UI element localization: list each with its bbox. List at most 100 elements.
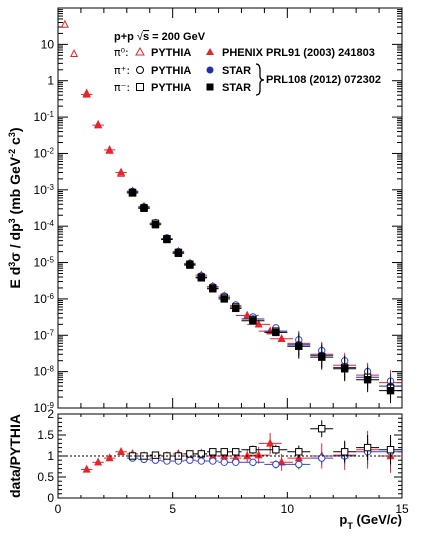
ratio-data-point [220, 458, 228, 466]
ratio-data-point [151, 451, 160, 459]
top-y-tick-label: 10-9 [34, 401, 55, 416]
ratio-data-point [249, 446, 257, 454]
legend-pythia-pi0: PYTHIA [151, 47, 191, 59]
ratio-data-point [272, 460, 280, 469]
top-data-point [151, 220, 160, 229]
ratio-data-point [209, 448, 217, 456]
legend-marker-star-piminus [206, 83, 214, 91]
ratio-data-point [340, 448, 349, 456]
ratio-y-tick-label: 2 [47, 407, 54, 421]
legend-marker-pythia-piminus [136, 83, 144, 91]
ratio-data-point [82, 464, 91, 473]
legend-marker-pythia-piplus [136, 66, 144, 74]
top-data-point [386, 386, 395, 395]
top-y-tick-label: 10-7 [34, 328, 55, 343]
legend-marker-star-piplus [206, 66, 214, 74]
ratio-data-point [209, 457, 217, 465]
top-y-axis-label: E d3σ / dp3 (mb GeV-2 c3) [7, 127, 23, 288]
legend-pythia-piminus: PYTHIA [151, 82, 191, 94]
legend-marker-phenix [206, 48, 214, 55]
ratio-data-point [232, 458, 240, 466]
ratio-data-point [197, 457, 206, 465]
top-data-point [249, 317, 257, 325]
ratio-data-point [249, 458, 257, 466]
ratio-data-point [186, 456, 194, 464]
ratio-data-point [266, 438, 275, 447]
ratio-y-axis-label: data/PYTHIA [7, 414, 23, 498]
top-data-point [197, 274, 206, 282]
top-data-point [117, 167, 126, 176]
ratio-y-tick-label: 1 [47, 449, 54, 463]
ratio-data-point [220, 448, 228, 456]
ratio-data-point [295, 448, 303, 456]
ratio-data-point [186, 450, 194, 458]
top-panel-data [60, 19, 402, 404]
top-data-point [254, 319, 263, 328]
top-data-point [128, 189, 137, 197]
top-data-point [105, 145, 114, 154]
legend-particle-pi0: π⁰: [114, 46, 129, 59]
legend-marker-pythia-pi0 [135, 46, 145, 56]
top-data-point [186, 261, 194, 269]
ratio-data-point [232, 448, 240, 456]
ratio-data-point [363, 443, 372, 452]
x-axis-label: pT (GeV/c) [339, 512, 402, 531]
top-y-tick-label: 10 [41, 37, 55, 51]
x-tick-label: 15 [395, 502, 409, 516]
top-data-point [318, 353, 326, 361]
legend-particle-piminus: π⁻: [114, 81, 130, 94]
top-data-point [163, 235, 171, 244]
ratio-panel-data [80, 420, 402, 473]
ratio-data-point [105, 453, 114, 462]
x-tick-label: 10 [281, 502, 295, 516]
top-y-tick-label: 10-2 [34, 146, 55, 161]
top-data-point [363, 376, 372, 384]
top-data-point [140, 204, 148, 213]
top-data-point [209, 285, 217, 293]
top-panel-frame [57, 7, 403, 409]
top-data-point [220, 295, 228, 303]
top-data-point [232, 304, 240, 313]
ratio-data-point [318, 425, 326, 433]
ratio-y-tick-label: 0 [47, 491, 54, 505]
ratio-data-point [117, 446, 126, 455]
top-data-point [243, 310, 252, 319]
legend-star-piminus: STAR [222, 82, 251, 94]
legend-particle-piplus: π⁺: [114, 64, 130, 77]
top-y-tick-label: 10-5 [34, 255, 55, 270]
legend-pythia-piplus: PYTHIA [151, 65, 191, 77]
top-panel-ticks: 10-9 10-8 10-7 10-6 10-5 10-4 10-3 10-2 10-1 1 10 [34, 8, 403, 416]
legend-header: p+p √s = 200 GeV [114, 31, 206, 43]
ratio-data-point [197, 450, 206, 458]
top-data-point [70, 48, 79, 58]
top-y-tick-label: 10-1 [34, 110, 55, 125]
top-data-point [277, 333, 286, 342]
top-y-tick-label: 1 [47, 74, 54, 88]
top-data-point [295, 342, 303, 350]
ratio-data-point [295, 460, 303, 469]
x-tick-label: 0 [55, 502, 62, 516]
ratio-data-point [254, 450, 263, 459]
top-y-tick-label: 10-6 [34, 291, 55, 306]
ratio-data-point [272, 446, 280, 454]
ratio-data-point [277, 457, 286, 466]
top-data-point [82, 89, 91, 98]
top-data-point [94, 120, 103, 129]
ratio-y-tick-label: 0.5 [37, 470, 54, 484]
top-y-tick-label: 10-3 [34, 182, 55, 197]
legend-brace [255, 63, 265, 96]
top-y-tick-label: 10-8 [34, 364, 55, 379]
legend-phenix: PHENIX PRL91 (2003) 241803 [222, 47, 375, 59]
legend: p+p √s = 200 GeV π⁰: PYTHIA PHENIX PRL91… [114, 31, 381, 96]
top-data-point [272, 328, 280, 337]
ratio-data-point [386, 446, 395, 454]
ratio-y-tick-label: 1.5 [37, 428, 54, 442]
x-tick-label: 5 [169, 502, 176, 516]
legend-star-reference: PRL108 (2012) 072302 [266, 74, 381, 86]
top-data-point [340, 365, 349, 373]
ratio-data-point [94, 457, 103, 466]
top-data-point [174, 249, 183, 257]
top-data-point [60, 19, 69, 28]
legend-star-piplus: STAR [222, 65, 251, 77]
